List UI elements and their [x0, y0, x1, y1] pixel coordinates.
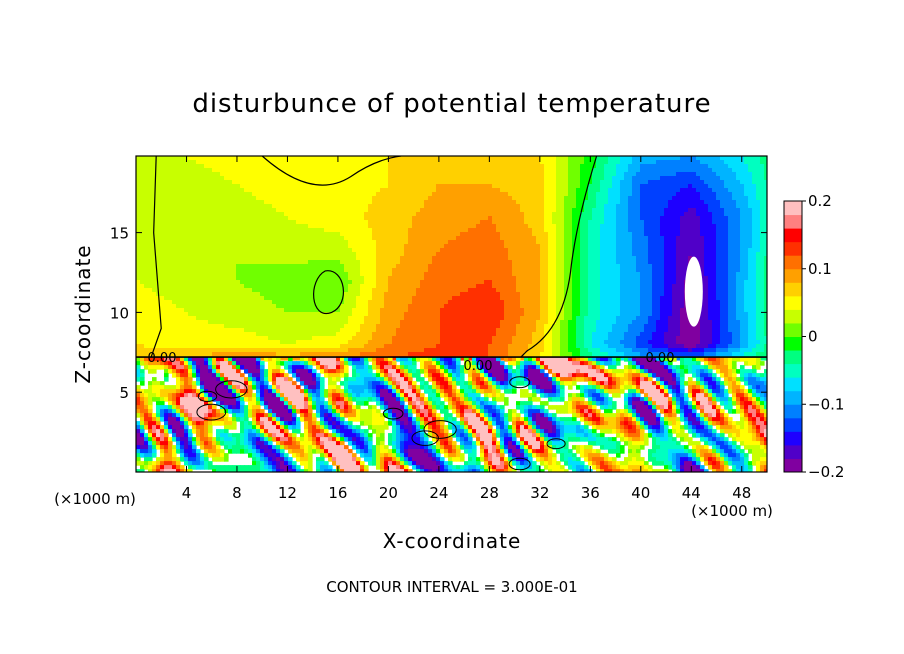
field-maximum	[684, 256, 703, 327]
colorbar-swatch	[784, 201, 802, 216]
plot-area	[136, 156, 767, 472]
colorbar-swatch	[784, 214, 802, 229]
x-tick-label: 20	[379, 484, 398, 502]
contour-lines	[136, 156, 767, 471]
colorbar-swatch	[784, 322, 802, 337]
colorbar: 0.2 0.1 0 −0.1 −0.2	[783, 192, 844, 481]
contour-loop	[215, 380, 248, 399]
x-tick-label: 8	[232, 484, 242, 502]
colorbar-swatch	[784, 282, 802, 297]
x-axis: 4 8 12 16 20 24 28 32 36 40 44 48	[182, 156, 751, 502]
x-tick-label: 12	[278, 484, 297, 502]
x-tick-label: 4	[182, 484, 192, 502]
contour-loop	[546, 438, 566, 450]
contour-loop	[423, 420, 457, 439]
colorbar-swatch	[784, 458, 802, 473]
x-tick-label: 36	[581, 484, 600, 502]
x-unit-label-right: (×1000 m)	[691, 502, 773, 520]
x-tick-label: 16	[328, 484, 347, 502]
contour-loop	[196, 403, 227, 421]
colorbar-swatch	[784, 363, 802, 378]
contour-loop	[509, 376, 531, 389]
contour-loop	[382, 407, 404, 420]
contour-loop	[508, 457, 531, 471]
colorbar-swatch	[784, 228, 802, 243]
colorbar-swatch	[784, 390, 802, 405]
zero-contour	[313, 270, 345, 315]
colorbar-swatch	[784, 309, 802, 324]
zero-contour	[150, 156, 162, 358]
colorbar-swatch	[784, 241, 802, 256]
x-tick-label: 40	[631, 484, 650, 502]
contour-loop	[197, 390, 218, 402]
chart-title: disturbunce of potential temperature	[192, 89, 711, 119]
zero-contour	[261, 156, 402, 186]
x-tick-label: 28	[480, 484, 499, 502]
contour-labels: 0.00 0.00 0.00	[148, 351, 675, 374]
x-axis-label: X-coordinate	[383, 529, 522, 553]
x-tick-label: 48	[732, 484, 751, 502]
colorbar-tick-label: 0.1	[808, 260, 832, 278]
colorbar-tick-label: −0.2	[808, 463, 844, 481]
contour-label: 0.00	[148, 351, 177, 366]
y-axis-label: Z-coordinate	[71, 244, 95, 383]
x-tick-label: 44	[682, 484, 701, 502]
lower-field	[136, 357, 767, 472]
colorbar-swatch	[784, 377, 802, 392]
y-tick-label: 10	[110, 304, 129, 322]
colorbar-swatch	[784, 268, 802, 283]
y-tick-label: 15	[110, 225, 129, 243]
colorbar-swatch	[784, 404, 802, 419]
y-tick-label: 5	[119, 384, 129, 402]
colorbar-swatch	[784, 336, 802, 351]
contour-interval-note: CONTOUR INTERVAL = 3.000E-01	[326, 578, 577, 596]
colorbar-tick-label: 0	[808, 328, 818, 346]
upper-field	[136, 156, 767, 361]
plot-frame	[135, 155, 768, 473]
colorbar-swatch	[784, 255, 802, 270]
x-unit-label-left: (×1000 m)	[54, 490, 136, 508]
colorbar-swatch	[784, 295, 802, 310]
x-tick-label: 24	[429, 484, 448, 502]
colorbar-swatch	[784, 417, 802, 432]
contour-label: 0.00	[464, 359, 493, 374]
contour-label: 0.00	[646, 351, 675, 366]
colorbar-swatch	[784, 431, 802, 446]
colorbar-swatch	[784, 350, 802, 365]
y-axis: 5 10 15	[110, 225, 767, 402]
colorbar-tick-label: −0.1	[808, 395, 844, 413]
zero-contour	[520, 156, 598, 358]
colorbar-swatch	[784, 444, 802, 459]
x-tick-label: 32	[530, 484, 549, 502]
colorbar-tick-label: 0.2	[808, 192, 832, 210]
